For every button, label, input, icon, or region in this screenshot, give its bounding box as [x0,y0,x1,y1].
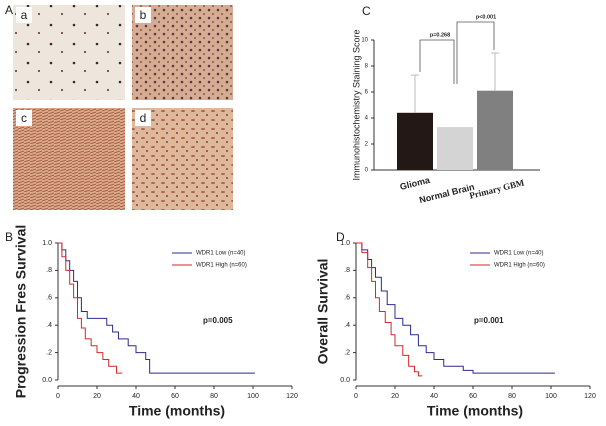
panel-label: B [5,230,13,244]
y-tick-label: 4 [365,116,369,122]
x-tick-label: 20 [93,393,101,400]
y-tick-label: .2 [46,349,52,356]
image-label: d [140,111,147,125]
x-tick-label: 0 [56,393,60,400]
y-tick-label: 0 [365,168,369,174]
survival-curve [58,242,123,374]
y-tick-label: .4 [46,322,52,329]
y-axis-label: Overall Survival [315,259,331,365]
x-tick-label: 20 [391,393,399,400]
y-tick-label: 10 [361,38,368,44]
image-label-box [135,7,151,23]
legend-label: WDR1 Low (n=40) [196,251,246,257]
annotation: p=0.005 [203,316,233,325]
x-tick-label: 40 [430,393,438,400]
micrographs [13,5,233,210]
x-tick-label: 60 [171,393,179,400]
panel-label: A [5,3,13,17]
y-tick-label: 1.0 [42,240,52,247]
panel-label: C [362,4,371,18]
annotation: p<0.001 [476,14,496,20]
survival-curve [58,242,255,374]
legend-label: WDR1 High (n=60) [196,263,247,269]
y-tick-label: 8 [365,64,369,70]
image-label-box [16,110,32,126]
x-tick-label: 80 [508,393,516,400]
survival-curve [356,242,423,377]
y-tick-label: 1.0 [340,240,350,247]
x-tick-label: 80 [210,393,218,400]
x-axis-label: Time (months) [129,403,225,419]
image-label: c [21,111,27,125]
x-tick-label: Glioma [399,175,432,192]
legend-label: WDR1 Low (n=40) [494,251,544,257]
bar [397,112,433,170]
image-label: a [21,8,28,22]
y-axis-label: Immunohistochemistry Staining Score [351,29,361,180]
x-axis-label: Time (months) [427,403,523,419]
x-tick-label: Primary GBM [468,177,525,200]
y-tick-label: 2 [365,142,369,148]
y-tick-label: 6 [365,90,369,96]
x-tick-label: 100 [247,393,259,400]
x-tick-label: 120 [584,393,596,400]
image-label: b [140,8,147,22]
annotation: p=0.268 [430,32,450,38]
y-tick-label: .8 [46,267,52,274]
y-tick-label: .6 [344,295,350,302]
image-label-box [135,110,151,126]
x-tick-label: 40 [132,393,140,400]
x-tick-label: 120 [286,393,298,400]
y-tick-label: 0.0 [42,377,52,384]
y-tick-label: .6 [46,295,52,302]
survival-curve [356,242,555,374]
x-tick-label: 60 [469,393,477,400]
panel-label: D [336,230,345,244]
y-tick-label: 0.0 [340,377,350,384]
legend-label: WDR1 High (n=60) [494,263,545,269]
y-tick-label: .8 [344,267,350,274]
y-tick-label: .2 [344,349,350,356]
annotation: p=0.001 [474,316,504,325]
x-tick-label: 100 [545,393,557,400]
x-tick-label: 0 [354,393,358,400]
y-axis-label: Progression Fres Survival [13,225,29,399]
bar [437,127,473,170]
bar [477,90,513,170]
y-tick-label: .4 [344,322,350,329]
bracket [456,21,495,84]
image-label-box [16,7,32,23]
bracket [419,39,455,84]
